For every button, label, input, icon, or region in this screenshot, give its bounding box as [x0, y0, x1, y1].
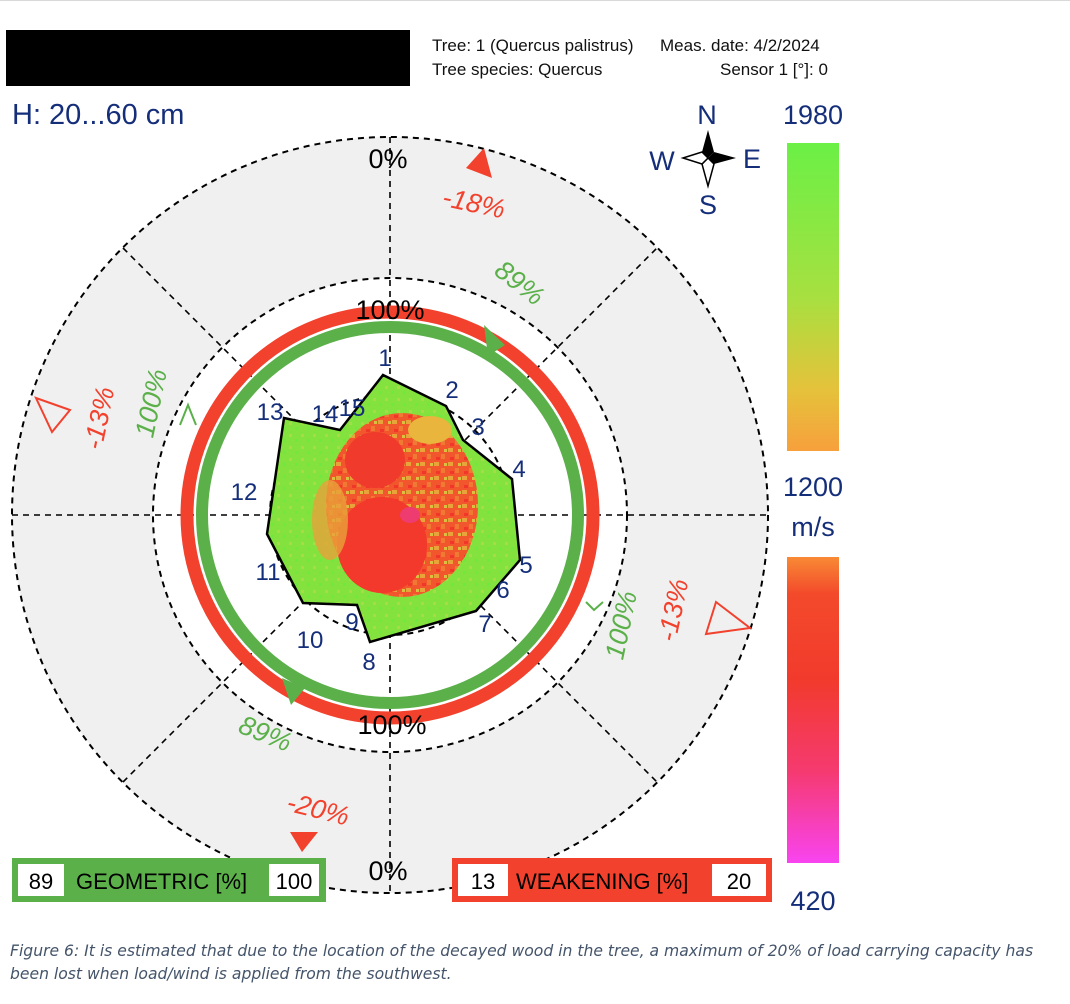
scale-bar-upper — [787, 143, 839, 451]
sensor-label: 13 — [257, 399, 284, 426]
compass-icon: N S E W — [649, 100, 761, 220]
geometric-direction-marks — [179, 402, 604, 612]
sensor-label: 3 — [471, 414, 484, 441]
weakening-marker-sw — [290, 832, 318, 852]
sensor-label: 10 — [297, 627, 324, 654]
sensor-label: 6 — [496, 577, 509, 604]
sensor-label: 4 — [512, 456, 525, 483]
tomogram-diagram: 0% 0% 100% 100% 1 2 3 4 5 6 7 8 9 10 11 … — [6, 30, 843, 916]
scale-top-value: 1980 — [783, 100, 843, 130]
weakening-ring — [180, 305, 600, 725]
sensor-labels: 1 2 3 4 5 6 7 8 9 10 11 12 13 14 15 — [231, 345, 533, 676]
scale-unit: m/s — [791, 512, 835, 542]
sensor-label: 2 — [445, 377, 458, 404]
sensor-label: 7 — [478, 611, 491, 638]
sensor-label: 9 — [345, 609, 358, 636]
geometric-label: GEOMETRIC [%] — [76, 869, 247, 894]
scale-bar-lower — [787, 557, 839, 863]
sensor-label: 11 — [256, 559, 281, 586]
header-species: Tree species: Quercus — [432, 60, 603, 79]
weakening-marker-w — [34, 396, 72, 434]
redacted-block — [6, 30, 410, 86]
compass-e: E — [743, 144, 761, 174]
tomogram-polygon — [265, 373, 522, 644]
weakening-label: WEAKENING [%] — [516, 869, 688, 894]
geometric-markers — [282, 325, 505, 705]
height-label: H: 20...60 cm — [12, 99, 184, 131]
geometric-min: 89 — [29, 869, 53, 894]
label-outer-top: 0% — [368, 144, 407, 174]
velocity-color-scale: 1980 1200 m/s 420 — [783, 100, 843, 916]
sensor-label: 8 — [362, 649, 375, 676]
weakening-max: 20 — [727, 869, 751, 894]
label-inner-top: 100% — [355, 295, 424, 325]
label-inner-bottom: 100% — [357, 710, 426, 740]
weakening-marker-e — [704, 600, 753, 636]
weakening-legend: 13 WEAKENING [%] 20 — [452, 858, 772, 902]
sensor-label: 5 — [519, 552, 532, 579]
sensor-label: 14 — [312, 401, 339, 428]
scale-mid-value: 1200 — [783, 472, 843, 502]
geometric-legend: 89 GEOMETRIC [%] 100 — [12, 858, 326, 902]
compass-n: N — [697, 100, 717, 130]
header-date: Meas. date: 4/2/2024 — [660, 36, 820, 55]
geometric-ring — [196, 321, 584, 709]
label-outer-bottom: 0% — [368, 856, 407, 886]
sensor-label: 15 — [339, 395, 366, 422]
geometric-max: 100 — [276, 869, 313, 894]
sensor-label: 12 — [231, 479, 258, 506]
figure-caption: Figure 6: It is estimated that due to th… — [10, 942, 1034, 984]
top-border — [0, 0, 1070, 1]
sensor-label: 1 — [378, 345, 391, 372]
header-tree: Tree: 1 (Quercus palistrus) — [432, 36, 634, 55]
compass-w: W — [649, 146, 675, 176]
header-sensor: Sensor 1 [°]: 0 — [720, 60, 828, 79]
compass-s: S — [699, 190, 717, 220]
weakening-marker-n — [466, 148, 492, 178]
weakening-min: 13 — [471, 869, 495, 894]
scale-bottom-value: 420 — [790, 886, 835, 916]
